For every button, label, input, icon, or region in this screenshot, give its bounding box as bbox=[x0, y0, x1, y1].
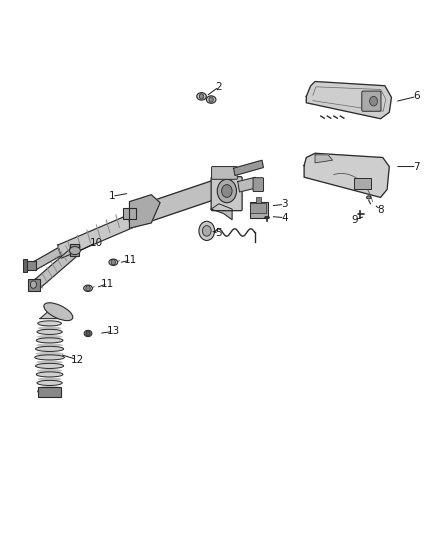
Ellipse shape bbox=[84, 285, 92, 292]
Text: 13: 13 bbox=[107, 326, 120, 336]
Polygon shape bbox=[130, 195, 160, 228]
Ellipse shape bbox=[197, 93, 206, 100]
Circle shape bbox=[199, 221, 215, 240]
Text: 12: 12 bbox=[71, 354, 84, 365]
Ellipse shape bbox=[36, 360, 63, 364]
FancyBboxPatch shape bbox=[211, 176, 242, 211]
Text: 1: 1 bbox=[109, 191, 115, 201]
Text: 10: 10 bbox=[89, 238, 102, 247]
Ellipse shape bbox=[35, 355, 64, 360]
FancyBboxPatch shape bbox=[212, 166, 237, 179]
Polygon shape bbox=[143, 177, 226, 223]
FancyBboxPatch shape bbox=[70, 244, 79, 256]
Ellipse shape bbox=[367, 196, 371, 199]
Text: 11: 11 bbox=[124, 255, 138, 265]
Ellipse shape bbox=[37, 381, 62, 385]
Ellipse shape bbox=[35, 364, 64, 368]
FancyBboxPatch shape bbox=[123, 208, 136, 219]
Text: 7: 7 bbox=[413, 161, 420, 172]
Text: 3: 3 bbox=[281, 199, 288, 209]
Circle shape bbox=[217, 179, 237, 203]
FancyBboxPatch shape bbox=[38, 386, 61, 397]
Text: 4: 4 bbox=[281, 213, 288, 223]
Ellipse shape bbox=[36, 372, 63, 377]
FancyBboxPatch shape bbox=[253, 177, 264, 191]
FancyBboxPatch shape bbox=[28, 279, 40, 291]
Text: 9: 9 bbox=[351, 215, 358, 225]
Circle shape bbox=[222, 184, 232, 197]
Ellipse shape bbox=[70, 247, 81, 255]
Ellipse shape bbox=[38, 386, 61, 390]
Ellipse shape bbox=[36, 343, 63, 347]
Ellipse shape bbox=[38, 327, 62, 330]
Polygon shape bbox=[233, 160, 263, 175]
FancyBboxPatch shape bbox=[250, 201, 268, 217]
Circle shape bbox=[30, 281, 36, 288]
FancyBboxPatch shape bbox=[362, 91, 381, 111]
FancyBboxPatch shape bbox=[256, 197, 261, 203]
Text: 11: 11 bbox=[101, 279, 114, 288]
Ellipse shape bbox=[109, 259, 118, 265]
Ellipse shape bbox=[44, 303, 73, 321]
Text: 8: 8 bbox=[377, 205, 384, 215]
Ellipse shape bbox=[37, 329, 62, 334]
Circle shape bbox=[209, 97, 213, 102]
FancyBboxPatch shape bbox=[354, 177, 371, 189]
Polygon shape bbox=[211, 204, 232, 220]
Circle shape bbox=[202, 225, 211, 236]
Circle shape bbox=[86, 286, 90, 291]
Polygon shape bbox=[306, 82, 392, 119]
Text: 6: 6 bbox=[413, 91, 420, 101]
Ellipse shape bbox=[37, 335, 62, 338]
Polygon shape bbox=[58, 207, 151, 258]
FancyBboxPatch shape bbox=[251, 203, 266, 213]
Ellipse shape bbox=[35, 346, 64, 351]
FancyBboxPatch shape bbox=[22, 259, 27, 272]
Ellipse shape bbox=[38, 377, 62, 381]
Ellipse shape bbox=[38, 389, 61, 394]
Text: 5: 5 bbox=[215, 228, 223, 238]
Ellipse shape bbox=[36, 338, 63, 343]
Polygon shape bbox=[40, 306, 63, 319]
Polygon shape bbox=[238, 177, 257, 192]
Text: 2: 2 bbox=[215, 82, 223, 92]
Circle shape bbox=[86, 331, 90, 336]
Ellipse shape bbox=[35, 352, 64, 356]
FancyBboxPatch shape bbox=[26, 261, 35, 270]
Polygon shape bbox=[304, 154, 389, 197]
Ellipse shape bbox=[38, 321, 61, 326]
Ellipse shape bbox=[37, 369, 62, 373]
Polygon shape bbox=[35, 246, 78, 288]
Circle shape bbox=[199, 94, 204, 99]
Polygon shape bbox=[32, 248, 61, 270]
Ellipse shape bbox=[206, 96, 216, 103]
Circle shape bbox=[111, 260, 116, 265]
Circle shape bbox=[370, 96, 378, 106]
Ellipse shape bbox=[84, 330, 92, 337]
Polygon shape bbox=[315, 155, 332, 163]
